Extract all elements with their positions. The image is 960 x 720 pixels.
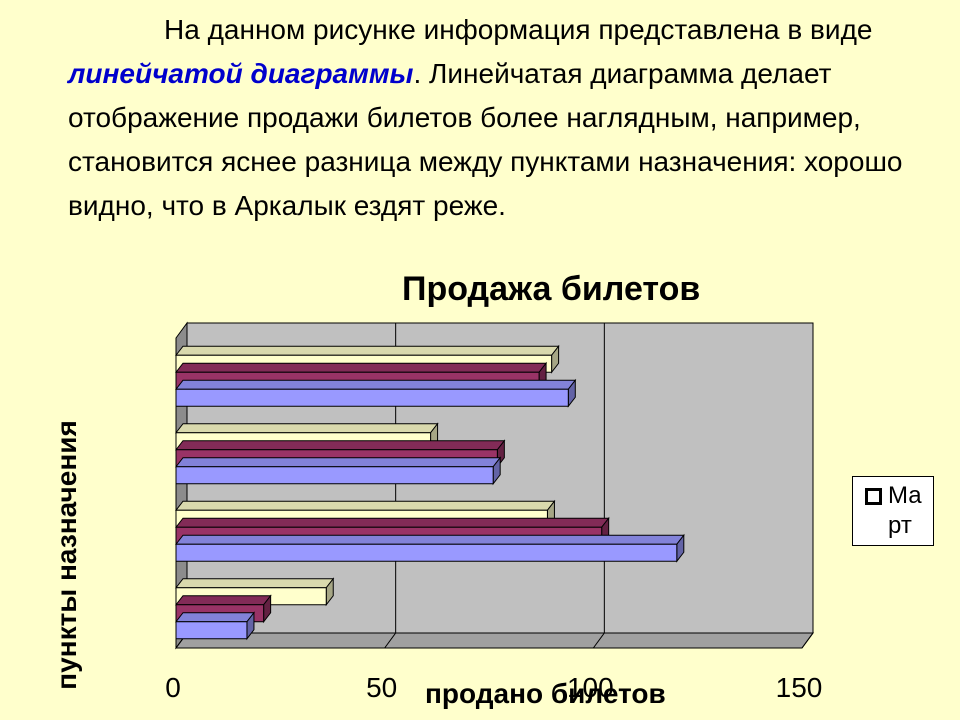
x-tick-label: 150: [776, 672, 823, 703]
x-tick-label: 0: [165, 672, 181, 703]
x-tick-label: 50: [366, 672, 397, 703]
y-axis-label: пункты назначения: [51, 420, 82, 690]
bar-top-face: [174, 517, 610, 528]
bar-top-face: [174, 379, 577, 390]
bar: [175, 543, 678, 562]
paragraph-text-end: . Линейчатая диаграмма делает отображени…: [68, 58, 903, 221]
gridline-floor: [592, 632, 605, 649]
bar-top-face: [174, 578, 335, 589]
gridline-floor: [384, 632, 397, 649]
plot-floor: [175, 632, 814, 649]
paragraph-text-start: На данном рисунке информация представлен…: [164, 14, 873, 45]
bar-top-face: [174, 534, 685, 545]
description-paragraph: На данном рисунке информация представлен…: [68, 8, 938, 228]
legend-label: Март: [888, 482, 922, 539]
bar: [175, 466, 494, 485]
bar-top-face: [174, 423, 439, 434]
chart-title: Продажа билетов: [402, 270, 701, 308]
bar-top-face: [174, 362, 548, 373]
chart-type-highlight: линейчатой диаграммы: [68, 58, 414, 89]
bar-top-face: [174, 500, 556, 511]
bar-top-face: [174, 595, 272, 606]
bar-top-face: [174, 440, 506, 451]
x-tick-label: 100: [567, 672, 614, 703]
legend-swatch: [865, 488, 882, 505]
bar: [175, 388, 569, 407]
bar: [175, 621, 248, 640]
gridline-floor: [801, 632, 814, 649]
bar-top-face: [174, 457, 502, 468]
x-axis-label: продано билетов: [425, 678, 666, 709]
chart-legend: Март: [852, 476, 934, 546]
bar-top-face: [174, 612, 255, 623]
bar-top-face: [174, 345, 560, 356]
